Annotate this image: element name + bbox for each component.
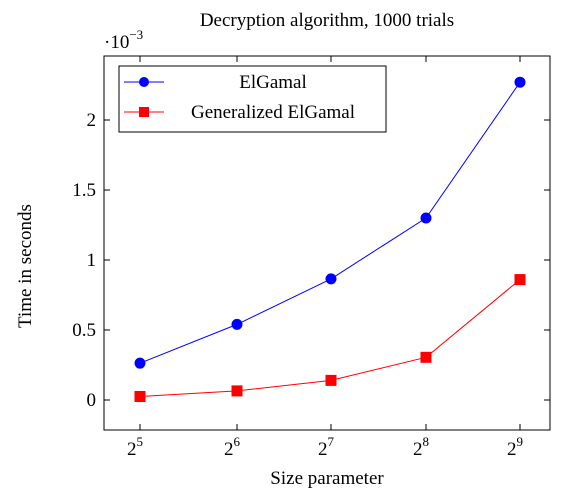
- data-point-circle: [231, 318, 243, 330]
- y-tick-label: 1: [87, 250, 97, 271]
- data-point-square: [420, 351, 432, 363]
- y-tick-label: 0: [87, 390, 97, 411]
- x-tick-base: 2: [224, 439, 234, 460]
- x-tick-base: 2: [507, 439, 517, 460]
- legend-label: Generalized ElGamal: [191, 102, 355, 123]
- x-axis-label: Size parameter: [270, 468, 384, 489]
- y-scale-factor: ·10−3: [104, 27, 143, 53]
- svg-text:·10−3: ·10−3: [104, 27, 143, 53]
- y-tick-label: 1.5: [72, 180, 96, 201]
- x-tick-exponent: 5: [137, 434, 144, 449]
- y-axis-label: Time in seconds: [15, 204, 36, 328]
- legend-box: [118, 65, 387, 133]
- legend-label: ElGamal: [239, 72, 307, 93]
- y-tick-label: 0.5: [72, 320, 96, 341]
- data-point-square: [325, 374, 337, 386]
- y-scale-factor-exponent: −3: [129, 27, 143, 42]
- data-point-circle: [420, 212, 432, 224]
- x-tick-base: 2: [318, 439, 328, 460]
- x-tick-label: 29: [507, 434, 523, 460]
- x-tick-base: 2: [413, 439, 423, 460]
- data-point-square: [514, 274, 526, 286]
- x-tick-exponent: 7: [328, 434, 335, 449]
- x-tick-exponent: 8: [423, 434, 430, 449]
- x-tick-exponent: 9: [517, 434, 524, 449]
- x-tick-label: 25: [127, 434, 143, 460]
- x-tick-base: 2: [127, 439, 137, 460]
- legend: ElGamal Generalized ElGamal: [118, 65, 387, 133]
- x-tick-label: 26: [224, 434, 241, 460]
- x-tick-label: 28: [413, 434, 429, 460]
- y-axis-label-group: Time in seconds: [15, 204, 36, 328]
- y-tick-label: 2: [87, 110, 97, 131]
- x-tick-label: 27: [318, 434, 335, 460]
- plot-frame: [103, 55, 551, 431]
- data-point-circle: [514, 76, 526, 88]
- series-layer: [134, 76, 526, 402]
- data-point-circle: [325, 273, 337, 285]
- data-point-circle: [134, 357, 146, 369]
- legend-marker-circle: [139, 77, 149, 87]
- legend-items: ElGamal Generalized ElGamal: [124, 72, 355, 123]
- data-point-square: [134, 391, 146, 402]
- x-tick-exponent: 6: [234, 434, 241, 449]
- legend-marker-square: [139, 107, 149, 117]
- y-scale-factor-base: ·10: [104, 32, 129, 53]
- chart-title: Decryption algorithm, 1000 trials: [200, 10, 454, 31]
- data-point-square: [231, 385, 243, 397]
